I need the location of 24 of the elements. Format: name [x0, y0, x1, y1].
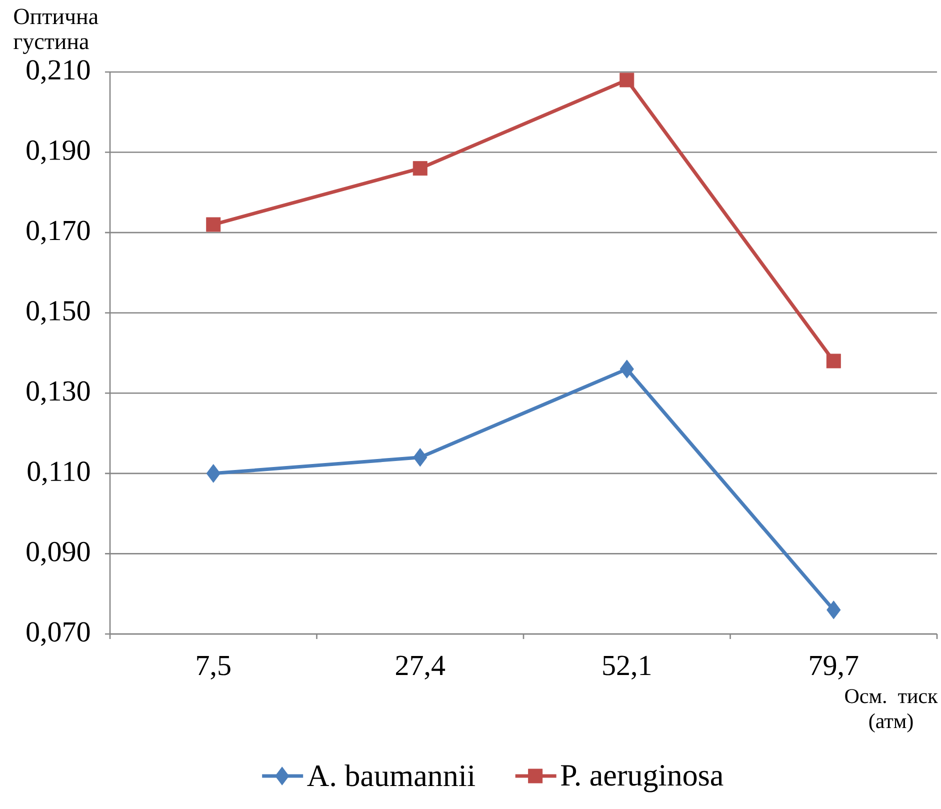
legend-label: P. aeruginosa	[560, 764, 724, 792]
point	[620, 360, 634, 378]
y-tick-label: 0,210	[26, 60, 90, 84]
x-tick-label: 27,4	[396, 656, 446, 680]
y-tick-label: 0,090	[26, 542, 90, 566]
point	[826, 600, 841, 620]
x-axis-title: Осм. тиск (атм)	[845, 689, 938, 732]
point	[620, 72, 634, 88]
x-tick-label: 52,1	[603, 656, 651, 680]
legend-label: A. baumannii	[307, 764, 476, 786]
x-tick-label: 79,7	[810, 656, 858, 680]
point	[826, 354, 841, 368]
x-tick-label: 7,5	[197, 656, 230, 680]
y-tick-label: 0,150	[26, 300, 90, 325]
point	[413, 448, 428, 467]
y-tick-label: 0,130	[26, 381, 90, 406]
y-axis-title: Оптична густина	[14, 8, 98, 54]
y-tick-label: 0,110	[28, 462, 90, 486]
y-tick-label: 0,170	[26, 220, 90, 244]
point	[206, 217, 221, 232]
y-tick-label: 0,070	[26, 622, 90, 646]
point	[412, 161, 428, 176]
point	[206, 464, 220, 483]
y-tick-label: 0,190	[26, 140, 90, 164]
